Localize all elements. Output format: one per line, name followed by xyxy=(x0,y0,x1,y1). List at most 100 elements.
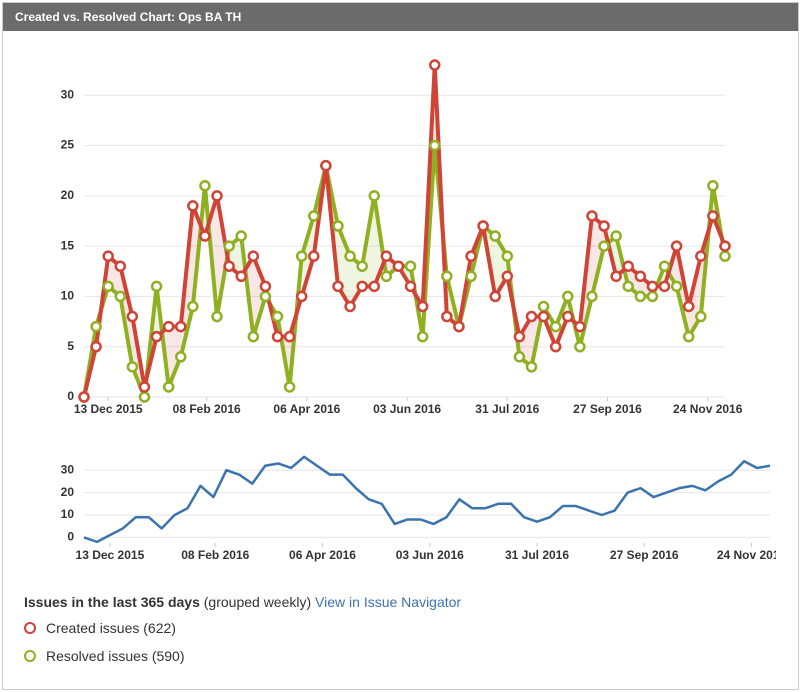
data-point xyxy=(707,210,719,222)
data-point xyxy=(465,250,477,262)
data-point xyxy=(199,230,211,242)
data-point xyxy=(308,250,320,262)
data-point xyxy=(513,351,526,363)
y-tick-label: 5 xyxy=(67,339,74,353)
x-tick-label: 24 Nov 2016 xyxy=(717,548,787,562)
x-tick-label: 31 Jul 2016 xyxy=(475,402,539,416)
data-point xyxy=(598,220,610,232)
x-tick-label: 06 Apr 2016 xyxy=(273,402,340,416)
data-point xyxy=(658,260,671,272)
data-point xyxy=(295,290,308,303)
data-point xyxy=(308,210,320,222)
data-point xyxy=(271,330,284,343)
data-point xyxy=(150,330,163,343)
footer: Issues in the last 365 days (grouped wee… xyxy=(24,594,461,610)
data-point xyxy=(150,280,163,293)
series-line xyxy=(82,143,727,399)
y-tick-label: 15 xyxy=(61,238,75,252)
data-point xyxy=(368,280,381,293)
data-point xyxy=(356,280,368,293)
data-point xyxy=(211,310,223,323)
data-point xyxy=(187,300,199,313)
data-point xyxy=(416,300,429,313)
data-point xyxy=(138,381,151,393)
data-point xyxy=(344,300,356,313)
y-tick-label: 0 xyxy=(67,389,74,403)
data-point xyxy=(682,300,695,313)
data-point xyxy=(162,320,175,333)
data-point xyxy=(513,330,526,343)
data-point xyxy=(283,330,296,343)
x-tick-label: 13 Dec 2015 xyxy=(76,548,145,562)
legend-label: Created issues (622) xyxy=(46,620,176,636)
data-point xyxy=(562,290,574,303)
data-point xyxy=(622,260,634,272)
data-point xyxy=(332,220,344,232)
legend-item: Resolved issues (590) xyxy=(24,648,185,664)
data-point xyxy=(368,190,381,202)
data-point xyxy=(719,240,731,252)
y-tick-label: 30 xyxy=(61,462,75,476)
data-point xyxy=(525,310,538,323)
data-point xyxy=(441,270,453,283)
data-point xyxy=(102,250,114,262)
data-point xyxy=(562,310,574,323)
data-point xyxy=(126,361,139,373)
data-point xyxy=(574,320,586,333)
data-point xyxy=(223,260,235,272)
y-tick-label: 20 xyxy=(61,485,75,499)
legend-marker xyxy=(24,622,36,634)
data-point xyxy=(634,290,647,303)
data-point xyxy=(175,351,187,363)
data-point xyxy=(682,330,695,343)
difference-fill xyxy=(253,256,266,337)
data-point xyxy=(114,290,127,303)
x-tick-label: 03 Jun 2016 xyxy=(373,402,441,416)
y-tick-label: 0 xyxy=(67,530,74,544)
data-point xyxy=(247,330,260,343)
series-line xyxy=(83,455,771,544)
difference-fill xyxy=(628,266,641,297)
data-point xyxy=(574,340,586,353)
main-chart: 0 5 10 15 20 25 30 13 Dec 2015 08 Feb 2016 06 Apr… xyxy=(61,59,743,416)
legend-marker xyxy=(24,650,36,662)
data-point xyxy=(344,250,356,262)
data-point xyxy=(90,340,102,353)
y-tick-label: 30 xyxy=(61,87,75,101)
data-point xyxy=(404,260,417,272)
data-point xyxy=(465,270,477,283)
data-point xyxy=(646,290,659,303)
data-point xyxy=(332,280,344,293)
data-point xyxy=(320,159,332,172)
y-tick-label: 25 xyxy=(61,138,75,152)
legend-item: Created issues (622) xyxy=(24,620,176,636)
navigator-link[interactable]: View in Issue Navigator xyxy=(315,594,462,610)
data-point xyxy=(670,280,683,293)
x-tick-label: 03 Jun 2016 xyxy=(396,548,464,562)
y-tick-label: 10 xyxy=(61,289,75,303)
data-point xyxy=(235,230,247,242)
data-point xyxy=(537,300,550,313)
difference-fill xyxy=(168,326,181,387)
data-point xyxy=(549,320,562,333)
data-point xyxy=(259,290,272,303)
data-point xyxy=(90,320,102,333)
data-point xyxy=(162,381,175,393)
header: Created vs. Resolved Chart: Ops BA TH xyxy=(3,3,798,31)
data-point xyxy=(392,260,405,272)
data-point xyxy=(634,270,647,283)
data-point xyxy=(441,310,453,323)
y-tick-label: 10 xyxy=(61,507,75,521)
data-point xyxy=(610,230,622,242)
x-tick-label: 24 Nov 2016 xyxy=(673,402,743,416)
data-point xyxy=(646,280,659,293)
data-point xyxy=(586,210,598,222)
data-point xyxy=(501,250,514,262)
data-point xyxy=(138,391,151,403)
data-point xyxy=(199,180,211,192)
data-point xyxy=(102,280,114,293)
data-point xyxy=(525,361,538,373)
data-point xyxy=(428,139,441,152)
